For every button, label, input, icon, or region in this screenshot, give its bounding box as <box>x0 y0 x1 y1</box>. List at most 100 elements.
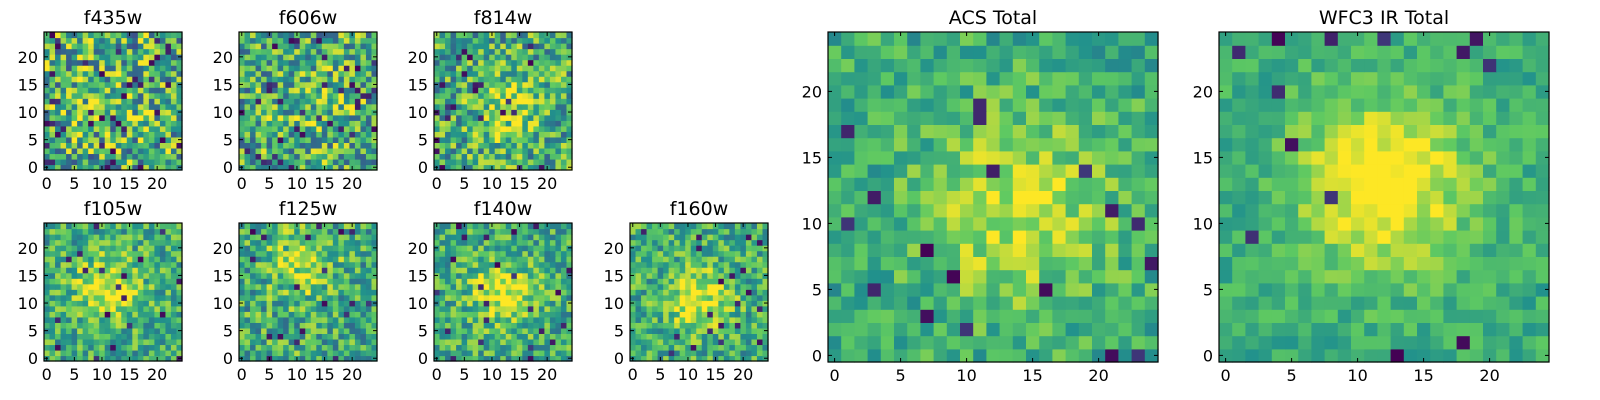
heatmap-cell <box>505 223 512 230</box>
heatmap-cell <box>472 261 479 268</box>
heatmap-cell <box>538 43 545 50</box>
heatmap-cell <box>176 43 183 50</box>
heatmap-cell <box>533 136 540 143</box>
heatmap-cell <box>461 43 468 50</box>
heatmap-cell <box>674 294 681 301</box>
heatmap-cell <box>472 239 479 246</box>
heatmap-cell <box>740 245 747 252</box>
heatmap-cell <box>527 223 534 230</box>
heatmap-cell <box>266 234 273 241</box>
heatmap-cell <box>365 120 373 127</box>
heatmap-cell <box>646 283 653 290</box>
heatmap-cell <box>712 261 719 268</box>
heatmap-cell <box>762 289 769 296</box>
heatmap-cell <box>148 294 155 301</box>
heatmap-cell <box>668 316 675 323</box>
heatmap-cell <box>316 65 323 72</box>
heatmap-cell <box>137 261 144 268</box>
heatmap-cell <box>456 305 463 312</box>
heatmap-cell <box>538 131 545 138</box>
heatmap-cell <box>505 81 512 88</box>
heatmap-cell <box>170 272 178 279</box>
heatmap-cell <box>148 355 155 362</box>
heatmap-cell <box>354 158 362 166</box>
heatmap-cell <box>93 250 100 257</box>
heatmap-cell <box>707 239 714 246</box>
heatmap-cell <box>44 344 51 351</box>
heatmap-cell <box>500 256 507 263</box>
heatmap-cell <box>55 158 62 166</box>
heatmap-cell <box>723 316 730 323</box>
heatmap-cell <box>121 294 128 301</box>
heatmap-cell <box>933 256 948 271</box>
heatmap-cell <box>55 120 62 127</box>
heatmap-cell <box>646 311 653 318</box>
heatmap-cell <box>489 153 496 160</box>
heatmap-cell <box>294 92 301 99</box>
heatmap-cell <box>239 158 246 166</box>
heatmap-cell <box>132 81 139 88</box>
heatmap-cell <box>1118 269 1133 284</box>
heatmap-cell <box>566 344 573 351</box>
heatmap-cell <box>467 147 474 155</box>
heatmap-cell <box>663 223 670 230</box>
heatmap-cell <box>751 234 758 241</box>
heatmap-cell <box>261 147 268 155</box>
heatmap-cell <box>176 48 183 55</box>
heatmap-cell <box>668 228 675 235</box>
heatmap-cell <box>250 114 257 121</box>
heatmap-cell <box>365 349 373 357</box>
heatmap-cell <box>126 344 133 351</box>
heatmap-cell <box>685 278 692 285</box>
heatmap-cell <box>516 344 523 351</box>
heatmap-cell <box>255 37 262 44</box>
panel-title: f435w <box>84 7 143 29</box>
heatmap-cell <box>327 32 334 39</box>
heatmap-cell <box>696 311 703 318</box>
heatmap-cell <box>734 300 741 307</box>
heatmap-cell <box>652 344 659 351</box>
heatmap-cell <box>663 316 670 323</box>
heatmap-cell <box>71 48 78 55</box>
heatmap-cell <box>316 311 323 318</box>
heatmap-cell <box>66 355 73 362</box>
heatmap-cell <box>261 103 268 110</box>
heatmap-cell <box>294 54 301 61</box>
heatmap-cell <box>354 136 362 143</box>
heatmap-cell <box>316 234 323 241</box>
heatmap-cell <box>55 223 62 230</box>
heatmap-cell <box>310 261 317 268</box>
heatmap-cell <box>165 272 172 279</box>
heatmap-cell <box>104 289 111 296</box>
heatmap-cell <box>266 54 273 61</box>
heatmap-cell <box>828 230 842 244</box>
heatmap-cell <box>555 245 562 252</box>
heatmap-cell <box>439 256 446 263</box>
heatmap-cell <box>696 250 703 257</box>
heatmap-cell <box>854 243 869 257</box>
heatmap-cell <box>679 294 686 301</box>
heatmap-cell <box>88 316 95 323</box>
heatmap-cell <box>360 158 367 166</box>
heatmap-cell <box>239 43 246 50</box>
heatmap-cell <box>261 261 268 268</box>
heatmap-cell <box>522 349 529 357</box>
heatmap-cell <box>104 125 111 132</box>
heatmap-cell <box>489 250 496 257</box>
heatmap-cell <box>630 294 637 301</box>
heatmap-cell <box>255 43 262 50</box>
heatmap-cell <box>60 289 67 296</box>
heatmap-cell <box>478 125 485 132</box>
heatmap-cell <box>371 65 378 72</box>
heatmap-cell <box>946 296 961 310</box>
heatmap-cell <box>272 327 279 334</box>
heatmap-cell <box>960 322 974 337</box>
heatmap-cell <box>82 316 89 323</box>
heatmap-cell <box>126 114 133 121</box>
heatmap-cell <box>646 250 653 257</box>
heatmap-cell <box>77 109 84 116</box>
heatmap-cell <box>527 327 534 334</box>
heatmap-cell <box>478 322 485 329</box>
heatmap-cell <box>261 349 268 357</box>
heatmap-cell <box>110 245 117 252</box>
